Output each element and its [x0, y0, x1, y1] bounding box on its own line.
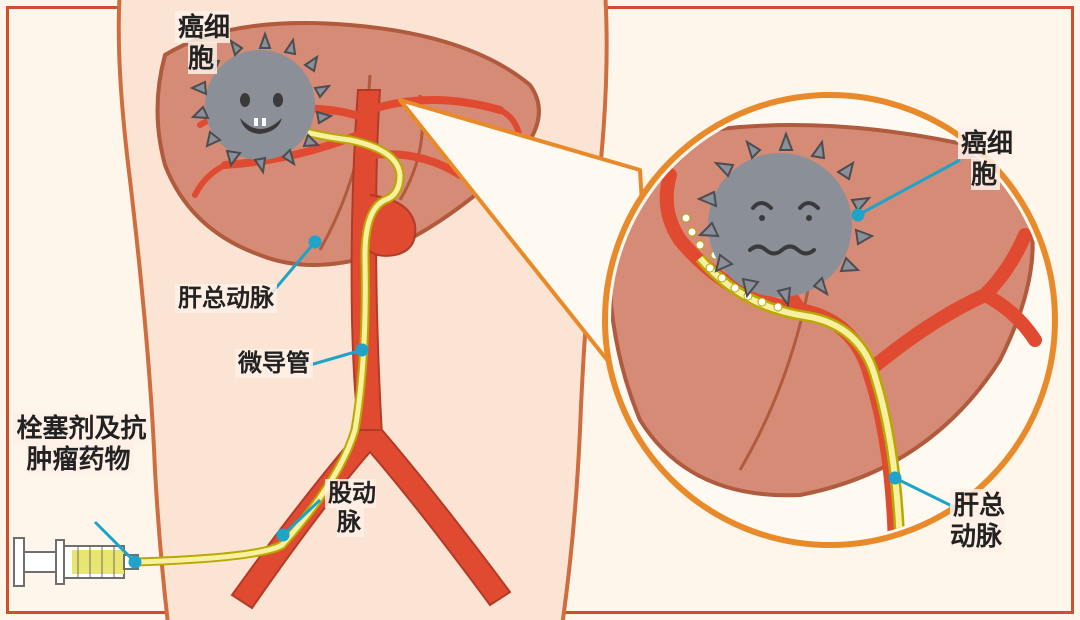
tumor-main-label: 癌细胞 — [175, 12, 230, 74]
tumor-detail-label: 癌细胞 — [958, 128, 1013, 190]
femoral-label: 股动脉 — [325, 480, 376, 538]
hepatic-detail-label: 肝总动脉 — [950, 490, 1005, 552]
syringe-label: 栓塞剂及抗肿瘤药物 — [0, 413, 165, 475]
catheter-label: 微导管 — [235, 350, 313, 379]
hepatic-main-label: 肝总动脉 — [175, 285, 277, 314]
